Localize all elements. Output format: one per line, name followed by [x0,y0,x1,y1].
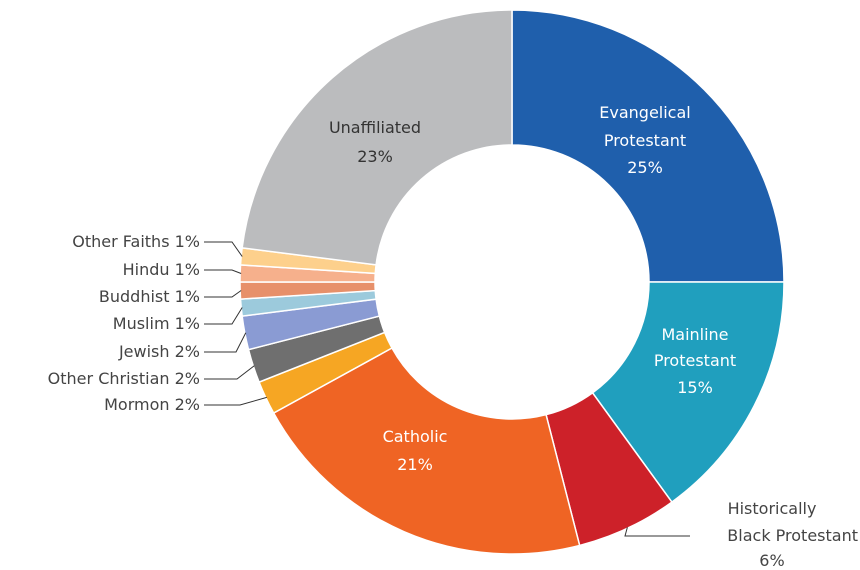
slice-label-evangelical-protestant-line3: 25% [627,158,663,177]
slice-label-unaffiliated-line2: 23% [357,147,393,166]
slice-label-muslim: Muslim 1% [113,314,200,333]
slice-label-mormon: Mormon 2% [104,395,200,414]
slice-label-catholic-line2: 21% [397,455,433,474]
slice-label-catholic-line1: Catholic [383,427,448,446]
slice-mainline-protestant [591,281,785,504]
slice-label-other-christian: Other Christian 2% [48,369,200,388]
slice-label-evangelical-protestant-line1: Evangelical [599,103,690,122]
leader-line-muslim [204,307,243,325]
slice-label-mainline-protestant-line3: 15% [677,378,713,397]
slice-label-historically-black-protestant-line3: 6% [759,551,784,570]
slice-label-mainline-protestant-line2: Protestant [654,351,736,370]
leader-line-historically-black-protestant [624,527,690,537]
leader-line-hindu [204,269,242,274]
leader-line-other-faiths [204,241,243,257]
slice-label-mainline-protestant-line1: Mainline [661,325,728,344]
donut-slices [239,9,785,555]
slice-label-jewish: Jewish 2% [118,342,200,361]
slice-label-unaffiliated-line1: Unaffiliated [329,118,421,137]
slice-label-other-faiths: Other Faiths 1% [72,232,200,251]
leader-line-other-christian [204,365,255,380]
leader-line-jewish [204,332,247,353]
slice-label-historically-black-protestant-line2: Black Protestant [727,526,858,545]
slice-label-evangelical-protestant-line2: Protestant [604,131,686,150]
leader-lines [204,241,690,537]
leader-line-buddhist [204,290,242,298]
slice-catholic [272,346,581,555]
slice-label-historically-black-protestant-line1: Historically [728,499,817,518]
slice-label-buddhist: Buddhist 1% [99,287,200,306]
slice-labels: Evangelical Protestant 25% Mainline Protesta… [48,103,858,570]
slice-label-hindu: Hindu 1% [123,260,200,279]
slice-unaffiliated [241,9,513,266]
leader-line-mormon [204,396,267,406]
slice-evangelical-protestant [511,9,785,283]
